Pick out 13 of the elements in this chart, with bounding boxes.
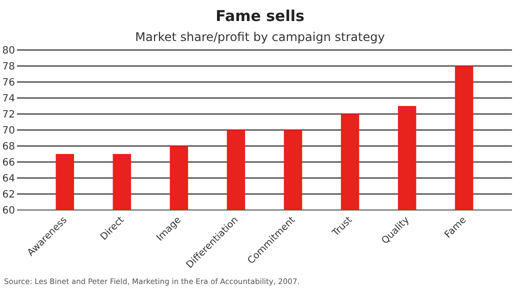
chart-subtitle: Market share/profit by campaign strategy — [135, 30, 385, 44]
y-tick-label: 66 — [2, 158, 15, 168]
y-tick-label: 78 — [2, 62, 15, 72]
y-tick-label: 74 — [2, 94, 15, 104]
y-tick-label: 64 — [2, 174, 15, 184]
y-tick-label: 80 — [2, 46, 15, 56]
y-tick-label: 76 — [2, 78, 15, 88]
y-tick-label: 62 — [2, 190, 15, 200]
y-tick-label: 68 — [2, 142, 15, 152]
y-tick-label: 70 — [2, 126, 15, 136]
chart-title: Fame sells — [216, 7, 304, 25]
y-tick-label: 60 — [2, 206, 15, 216]
y-tick-label: 72 — [2, 110, 15, 120]
